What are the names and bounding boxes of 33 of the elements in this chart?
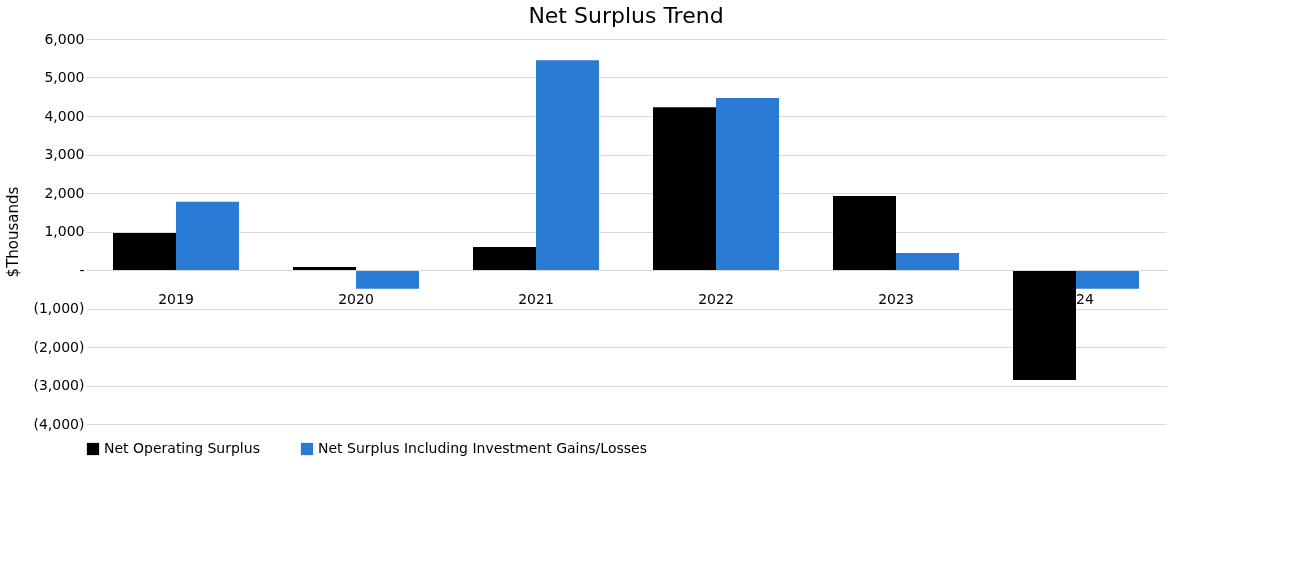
y-tick-label: 1,000: [44, 223, 85, 239]
x-tick-label: 2021: [518, 290, 554, 307]
y-tick-label: -: [79, 261, 85, 278]
y-tick-label: (1,000): [33, 300, 85, 316]
legend-label: Net Operating Surplus: [104, 440, 260, 456]
bar: [653, 107, 716, 270]
x-tick-label: 2019: [158, 290, 194, 307]
bar: [716, 97, 779, 270]
y-tick-label: 2,000: [44, 184, 85, 201]
x-tick-label: 2020: [338, 290, 374, 307]
x-tick-label: 2022: [698, 290, 734, 307]
legend-label: Net Surplus Including Investment Gains/Losses: [318, 440, 647, 456]
bar: [896, 253, 959, 270]
y-tick-label: 4,000: [44, 107, 85, 124]
y-tick-label: (2,000): [33, 338, 85, 355]
bar: [293, 266, 356, 270]
y-tick-label: 5,000: [44, 69, 85, 85]
chart-title: Net Surplus Trend: [528, 3, 724, 28]
y-tick-label: (3,000): [33, 377, 85, 393]
bar: [833, 196, 896, 270]
bar: [356, 270, 419, 289]
x-tick-label: 2023: [878, 290, 914, 307]
bar: [536, 60, 599, 270]
y-tick-label: 6,000: [44, 30, 85, 47]
bar: [1013, 270, 1076, 381]
y-tick-label: (4,000): [33, 415, 85, 432]
bar: [113, 233, 176, 270]
bar: [473, 246, 536, 270]
bar: [176, 201, 239, 270]
x-tick-label: 24: [1076, 290, 1094, 307]
y-tick-label: 3,000: [44, 146, 85, 162]
y-axis-title: $Thousands: [4, 186, 23, 278]
bar: [1076, 270, 1139, 289]
